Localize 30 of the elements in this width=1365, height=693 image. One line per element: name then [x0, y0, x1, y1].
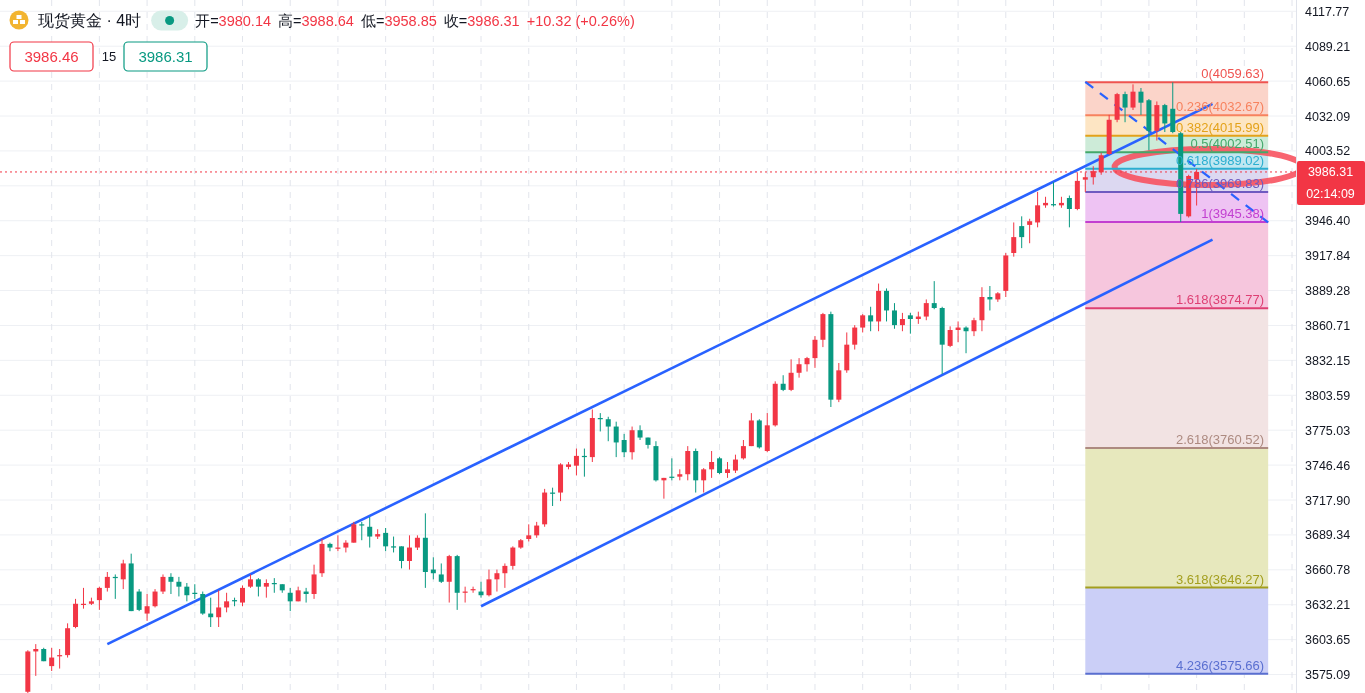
ytick: 4032.09 [1305, 109, 1351, 124]
ytick: 3889.28 [1305, 284, 1351, 299]
ytick: 4117.77 [1305, 4, 1350, 19]
ytick: 3746.46 [1305, 458, 1351, 473]
ytick: 3660.78 [1305, 563, 1351, 578]
annotation: 3986.46 [24, 48, 79, 65]
ytick: 3946.40 [1305, 214, 1351, 229]
ytick: 3689.34 [1305, 528, 1351, 543]
price-tag-label: 3986.31 [1307, 165, 1354, 180]
ytick: 3603.65 [1305, 633, 1351, 648]
ytick: 3860.71 [1305, 318, 1351, 333]
title: 现货黄金 · 4时 [38, 12, 142, 29]
annotation: 02:14:09 [1306, 186, 1355, 201]
annotation: 低=3958.85 [360, 13, 437, 29]
annotation: 3986.31 [138, 48, 193, 65]
ytick: 3575.09 [1305, 668, 1351, 683]
ytick: 3917.84 [1305, 249, 1351, 264]
ytick: 3775.03 [1305, 423, 1351, 438]
ytick: 4089.21 [1305, 39, 1351, 54]
ytick: 3832.15 [1305, 353, 1351, 368]
ytick: 3632.21 [1305, 598, 1351, 613]
annotation: 开=3980.14 [195, 13, 271, 29]
annotation: +10.32 (+0.26%) [526, 13, 635, 29]
annotation: 15 [101, 49, 117, 64]
annotation: 收=3986.31 [443, 13, 520, 29]
annotation: 高=3988.64 [278, 13, 354, 29]
ytick: 3717.90 [1305, 493, 1351, 508]
ytick: 4060.65 [1305, 74, 1351, 89]
ytick: 3803.59 [1305, 388, 1351, 403]
ytick: 4003.52 [1305, 144, 1351, 159]
